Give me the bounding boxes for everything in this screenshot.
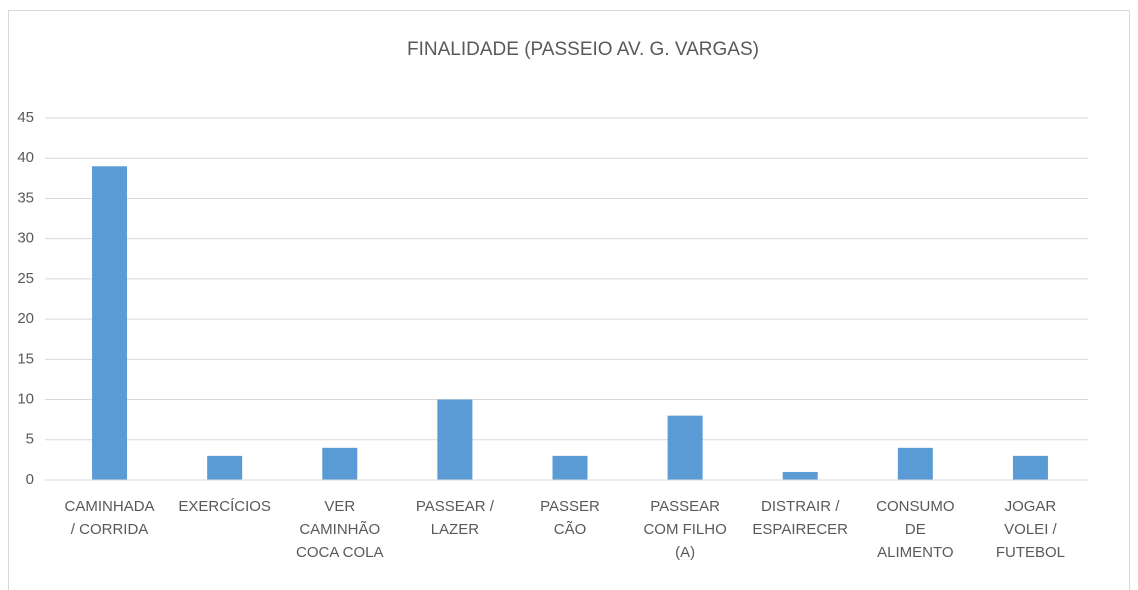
x-tick-label: DISTRAIR / ESPAIRECER <box>752 498 848 538</box>
x-tick-label: PASSER CÃO <box>540 498 600 538</box>
bar <box>207 455 243 480</box>
y-tick-label: 45 <box>17 109 34 126</box>
bar <box>667 415 703 480</box>
bar <box>437 399 473 480</box>
x-tick-label: VER CAMINHÃO COCA COLA <box>296 498 384 561</box>
y-tick-label: 5 <box>26 431 34 448</box>
y-tick-label: 15 <box>17 350 34 367</box>
x-tick-label: CAMINHADA / CORRIDA <box>65 498 155 538</box>
y-tick-label: 10 <box>17 391 34 408</box>
bar <box>552 455 588 480</box>
y-tick-label: 20 <box>17 310 34 327</box>
y-tick-label: 30 <box>17 230 34 247</box>
chart-frame <box>8 10 1130 590</box>
y-tick-label: 0 <box>26 471 34 488</box>
x-tick-label: PASSEAR / LAZER <box>416 498 495 538</box>
x-tick-label: PASSEAR COM FILHO (A) <box>643 498 726 561</box>
bar <box>322 447 358 480</box>
y-tick-label: 25 <box>17 270 34 287</box>
bar <box>92 166 128 480</box>
x-tick-label: JOGAR VOLEI / FUTEBOL <box>996 498 1065 561</box>
x-tick-label: CONSUMO DE ALIMENTO <box>876 498 954 561</box>
x-tick-label: EXERCÍCIOS <box>178 498 271 515</box>
chart-title: FINALIDADE (PASSEIO AV. G. VARGAS) <box>407 39 759 60</box>
y-tick-label: 35 <box>17 189 34 206</box>
bar <box>897 447 933 480</box>
bar <box>1012 455 1048 480</box>
bar <box>782 471 818 480</box>
y-tick-label: 40 <box>17 149 34 166</box>
